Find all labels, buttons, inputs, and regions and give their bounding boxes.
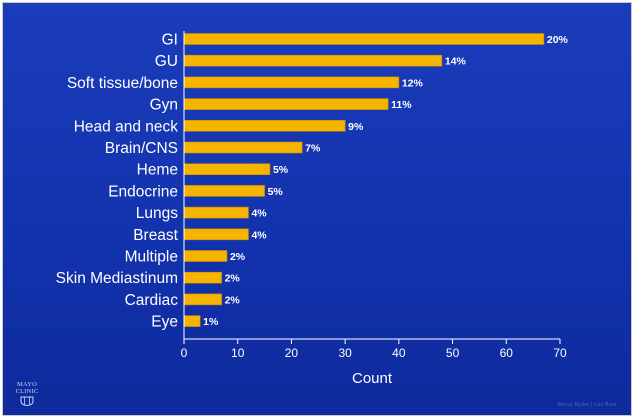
category-label-endocrine: Endocrine — [108, 183, 178, 200]
data-label-brain-cns: 7% — [305, 143, 321, 155]
bar-gu — [183, 54, 443, 67]
bar-lungs — [183, 206, 249, 219]
data-label-eye: 1% — [203, 316, 219, 328]
data-label-gi: 20% — [547, 34, 569, 46]
bar-soft-tissue-bone — [183, 76, 400, 89]
bar-head-and-neck — [183, 120, 346, 132]
x-tick-label-20: 20 — [285, 346, 299, 360]
category-label-lungs: Lungs — [136, 205, 178, 222]
category-label-breast: Breast — [133, 227, 178, 244]
category-label-gu: GU — [155, 53, 178, 70]
bar-gyn — [183, 98, 389, 110]
bar-skin-mediastinum — [183, 271, 222, 284]
data-label-head-and-neck: 9% — [348, 121, 364, 133]
category-label-multiple: Multiple — [125, 249, 178, 266]
data-label-soft-tissue-bone: 12% — [402, 77, 424, 89]
x-tick-label-50: 50 — [446, 346, 460, 360]
category-label-gyn: Gyn — [150, 97, 178, 114]
x-tick-label-10: 10 — [231, 346, 245, 360]
category-label-soft-tissue-bone: Soft tissue/bone — [67, 75, 178, 92]
data-label-cardiac: 2% — [225, 294, 241, 306]
data-label-gu: 14% — [445, 56, 467, 68]
logo-line-2: CLINIC — [15, 388, 39, 395]
data-label-heme: 5% — [273, 164, 289, 176]
data-label-multiple: 2% — [230, 251, 246, 263]
x-axis-title: Count — [352, 370, 393, 387]
data-label-gyn: 11% — [391, 99, 412, 111]
data-label-skin-mediastinum: 2% — [225, 273, 241, 285]
bar-brain-cns — [183, 141, 303, 154]
shield-icon — [20, 396, 34, 406]
data-label-breast: 4% — [251, 229, 267, 241]
category-label-gi: GI — [162, 32, 178, 49]
bar-chart: GI 20% GU 14% Soft tissue/bone 12% Gyn 11% Head … — [56, 31, 569, 387]
category-label-heme: Heme — [137, 162, 178, 179]
bar-endocrine — [183, 185, 265, 197]
logo-line-1: MAYO — [16, 381, 38, 388]
x-tick-label-0: 0 — [181, 346, 188, 360]
category-label-head-and-neck: Head and neck — [74, 118, 179, 135]
data-label-endocrine: 5% — [268, 186, 284, 198]
footer-note: Bessy Ryder | Leo Baer — [557, 402, 617, 408]
bar-breast — [183, 228, 249, 241]
category-label-brain-cns: Brain/CNS — [105, 140, 178, 157]
bar-heme — [183, 163, 271, 175]
x-tick-label-40: 40 — [392, 346, 406, 360]
data-label-lungs: 4% — [251, 208, 267, 220]
x-tick-label-60: 60 — [500, 346, 514, 360]
bar-eye — [183, 315, 201, 327]
x-tick-label-30: 30 — [338, 346, 352, 360]
x-tick-label-70: 70 — [553, 346, 567, 360]
category-label-cardiac: Cardiac — [125, 292, 179, 309]
bar-gi — [183, 33, 545, 45]
category-label-skin-mediastinum: Skin Mediastinum — [56, 270, 178, 287]
mayo-clinic-logo: MAYO CLINIC — [12, 381, 42, 406]
bar-multiple — [183, 250, 228, 262]
bar-cardiac — [183, 293, 222, 306]
category-label-eye: Eye — [151, 314, 178, 331]
